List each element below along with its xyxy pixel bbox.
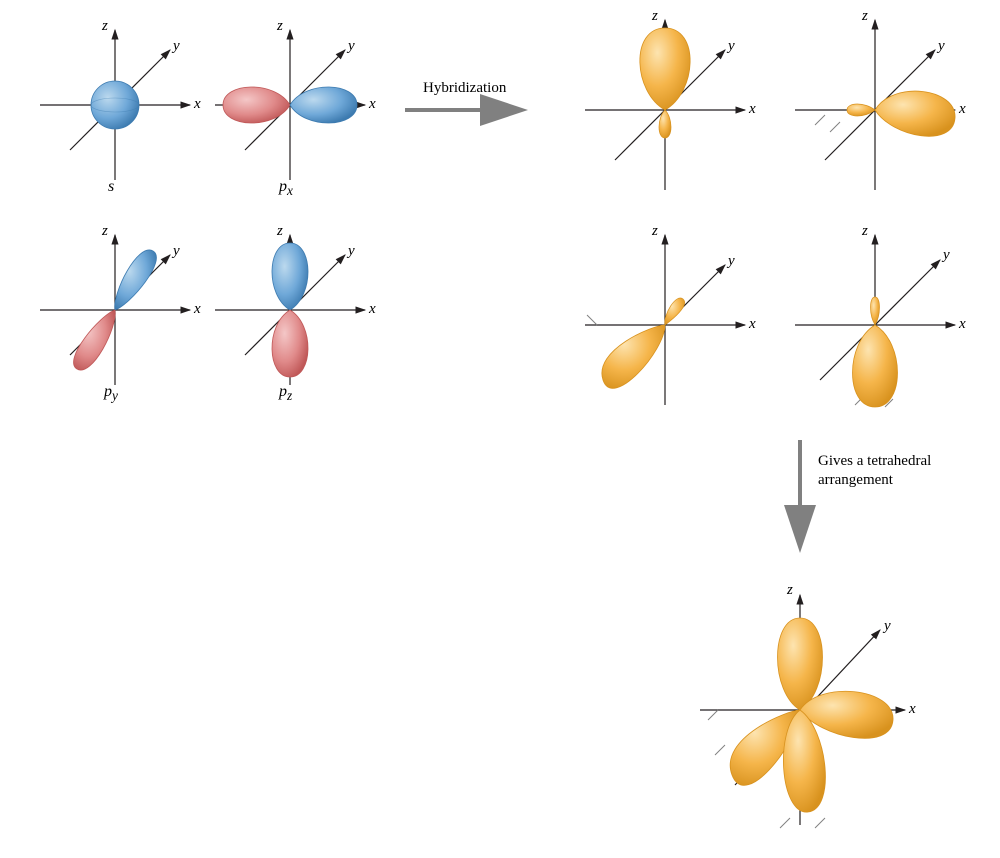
panel-sp3-z-up: x y z (575, 10, 755, 200)
sp3-large-lobe (875, 91, 955, 136)
tetrahedral-label: Gives a tetrahedral arrangement (818, 452, 931, 490)
panel-sp3-x: x y z (785, 10, 965, 200)
sp3-large-lobe (853, 325, 898, 407)
panel-sp3-z-down: x y z (785, 225, 965, 415)
hybridization-label: Hybridization (423, 80, 506, 97)
tetra-lobe-up (778, 618, 823, 710)
sp3-large-lobe (640, 28, 690, 110)
panel-sp3-y-down: x y z (575, 225, 755, 415)
panel-tetrahedral: x y z (680, 580, 920, 840)
sp3-large-lobe (602, 325, 665, 388)
